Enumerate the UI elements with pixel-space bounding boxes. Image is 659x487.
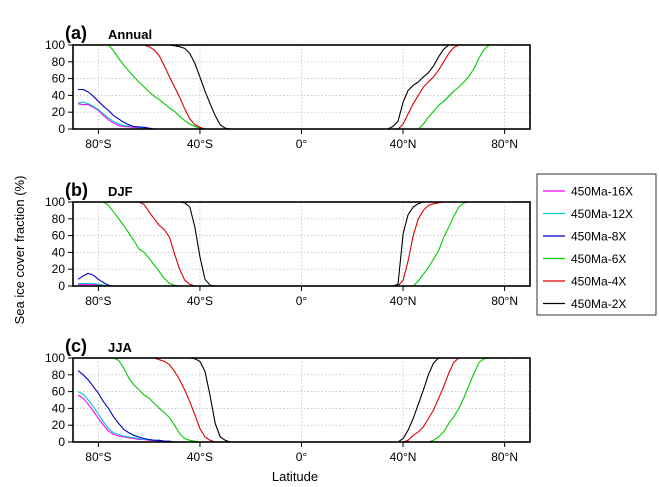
x-tick-label: 40°N [390, 294, 417, 308]
y-tick-label: 100 [45, 38, 65, 52]
series-line-450ma-8x [77, 272, 114, 286]
series-line-450ma-8x [78, 88, 155, 129]
y-tick-label: 100 [45, 351, 65, 365]
legend-label: 450Ma-2X [571, 297, 626, 311]
y-tick-label: 40 [52, 401, 66, 415]
y-tick-label: 100 [45, 195, 65, 209]
legend-item: 450Ma-4X [543, 275, 626, 289]
x-tick-label: 0° [296, 450, 308, 464]
legend-item: 450Ma-6X [543, 252, 626, 266]
legend-box [536, 173, 657, 316]
y-tick-label: 40 [52, 88, 66, 102]
series-line-450ma-12x [77, 391, 175, 442]
x-tick-label: 0° [296, 137, 308, 151]
panel-letter: (a) [65, 23, 87, 43]
y-tick-label: 0 [58, 435, 65, 449]
x-axis-label: Latitude [272, 469, 318, 484]
y-axis-label: Sea ice cover fraction (%) [12, 176, 27, 325]
series-line-450ma-4x [73, 357, 530, 442]
panel-title: Annual [108, 27, 152, 42]
x-tick-label: 40°N [390, 450, 417, 464]
legend-item: 450Ma-8X [543, 230, 626, 244]
x-tick-label: 40°S [187, 294, 213, 308]
x-tick-label: 80°N [491, 137, 518, 151]
panel-djf: (b) DJF 0 20 40 60 80 100 80°S 40°S 0° 40°N 80°N [45, 180, 531, 308]
legend-label: 450Ma-16X [571, 185, 633, 199]
x-tick-label: 40°N [390, 137, 417, 151]
panel-title: DJF [108, 184, 133, 199]
y-tick-label: 80 [52, 55, 66, 69]
legend-item: 450Ma-16X [543, 185, 633, 199]
y-tick-label: 20 [52, 105, 66, 119]
x-tick-label: 80°N [491, 450, 518, 464]
legend-label: 450Ma-4X [571, 275, 626, 289]
panel-title: JJA [108, 340, 132, 355]
legend-label: 450Ma-12X [571, 207, 633, 221]
x-tick-label: 80°S [85, 450, 111, 464]
x-tick-label: 40°S [187, 137, 213, 151]
legend: 450Ma-16X 450Ma-12X 450Ma-8X 450Ma-6X 450Ma-… [536, 173, 657, 316]
panel-jja: (c) JJA 0 20 40 60 80 100 80°S 40°S 0° 40°N 80°N [45, 336, 531, 464]
y-tick-label: 20 [52, 262, 66, 276]
y-tick-label: 0 [58, 279, 65, 293]
x-tick-label: 80°N [491, 294, 518, 308]
x-tick-label: 80°S [85, 294, 111, 308]
y-tick-label: 80 [52, 368, 66, 382]
series-line-450ma-6x [73, 201, 530, 286]
y-tick-label: 80 [52, 212, 66, 226]
panel-letter: (b) [65, 180, 88, 200]
x-tick-label: 80°S [85, 137, 111, 151]
legend-label: 450Ma-6X [571, 252, 626, 266]
panel-letter: (c) [65, 336, 87, 356]
series-line-450ma-12x [78, 101, 155, 129]
series-line-450ma-16x [77, 394, 175, 442]
legend-label: 450Ma-8X [571, 230, 626, 244]
legend-item: 450Ma-12X [543, 207, 633, 221]
series-line-450ma-16x [78, 103, 155, 129]
legend-item: 450Ma-2X [543, 297, 626, 311]
series-line-450ma-4x [73, 44, 530, 129]
y-tick-label: 60 [52, 385, 66, 399]
series-group [73, 44, 530, 129]
x-tick-label: 0° [296, 294, 308, 308]
y-tick-label: 60 [52, 229, 66, 243]
y-tick-label: 40 [52, 245, 66, 259]
series-line-450ma-8x [77, 370, 180, 442]
y-tick-label: 20 [52, 418, 66, 432]
x-tick-label: 40°S [187, 450, 213, 464]
panel-annual: (a) Annual 0 20 40 60 80 100 80°S 40°S 0° 40°N 80°N [45, 23, 531, 151]
series-line-450ma-6x [73, 44, 530, 129]
y-tick-label: 0 [58, 122, 65, 136]
series-line-450ma-6x [73, 357, 530, 442]
y-tick-label: 60 [52, 72, 66, 86]
